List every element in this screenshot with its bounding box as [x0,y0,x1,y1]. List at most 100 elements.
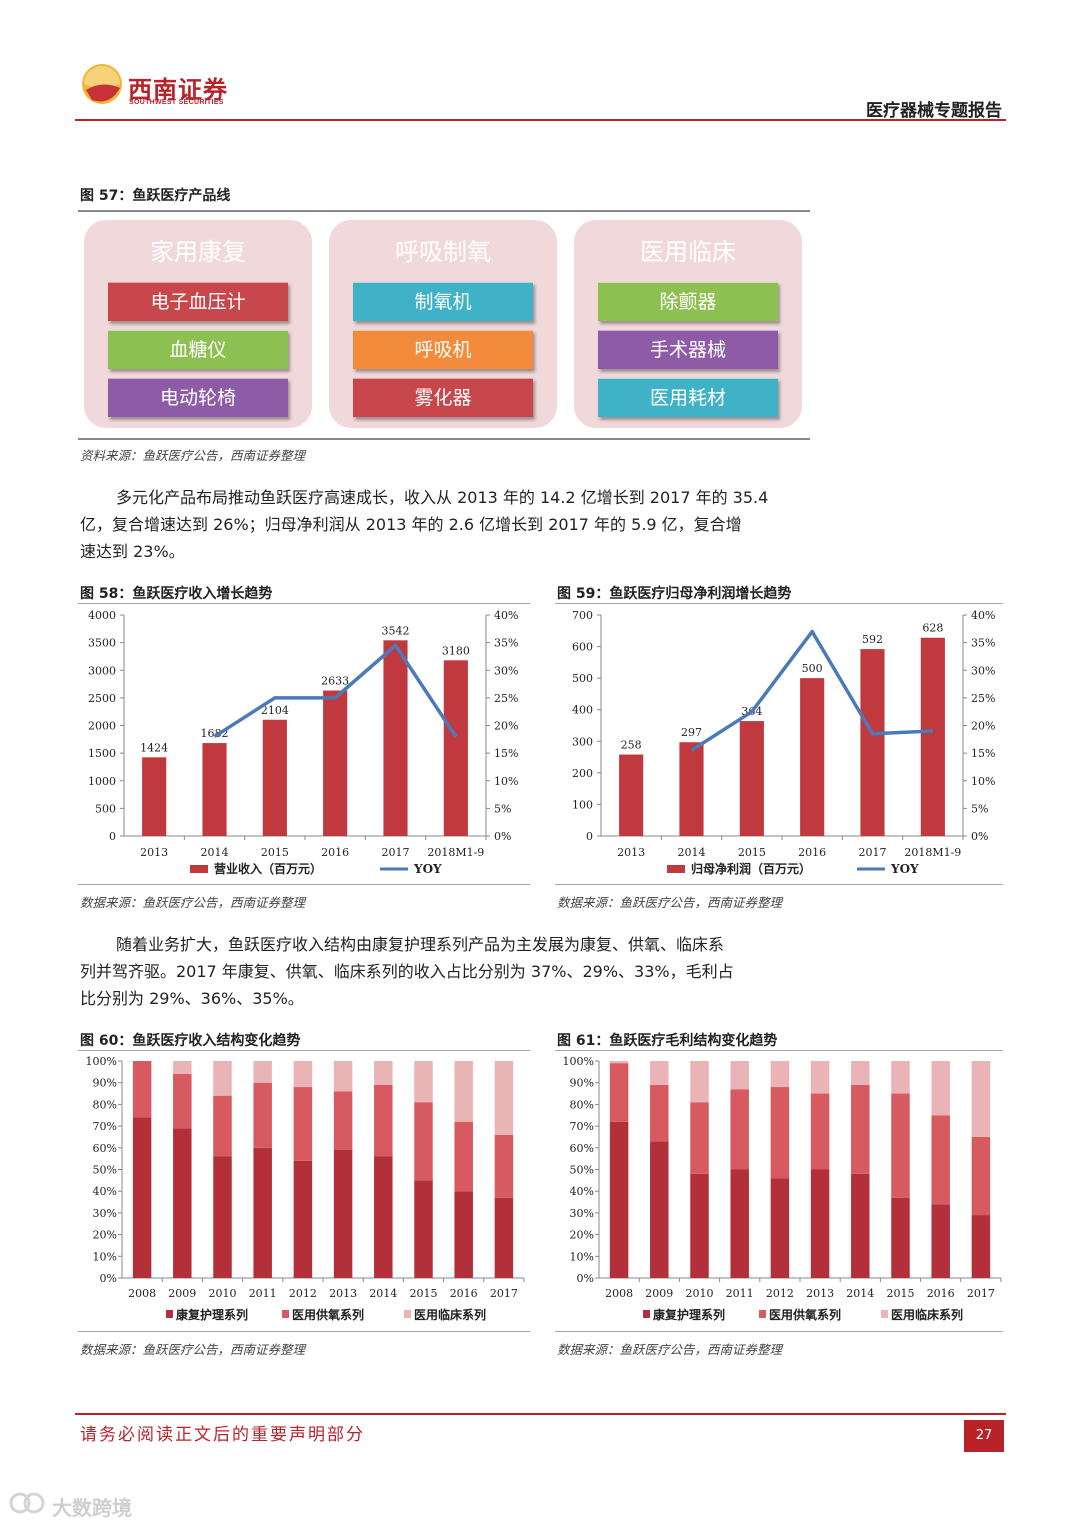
legend-swatch [643,1310,650,1318]
y2-tick-label: 30% [494,664,518,677]
product-item: 电动轮椅 [108,378,288,417]
data-label: 628 [922,622,943,635]
stack-segment [173,1061,192,1075]
stack-segment [333,1091,353,1150]
legend-swatch [282,1310,289,1318]
bar [262,719,287,836]
data-label: 3180 [442,644,470,657]
legend-swatch [881,1310,888,1318]
stack-segment [293,1160,313,1278]
stack-segment [891,1093,910,1198]
y-tick-label: 100 [572,798,593,811]
y-tick-label: 40% [570,1185,594,1198]
legend-swatch [404,1310,411,1318]
y2-tick-label: 40% [971,609,995,622]
stack-segment [213,1061,232,1096]
bar [739,721,764,836]
fig60-top-rule [78,1050,530,1051]
y-tick-label: 2500 [88,692,116,705]
y-tick-label: 3000 [88,664,116,677]
fig59-top-rule [555,603,1003,604]
product-item: 血糖仪 [108,330,288,369]
y-tick-label: 70% [93,1120,117,1133]
stack-segment [931,1061,950,1116]
x-tick-label: 2012 [766,1287,794,1300]
fig59-title: 图 59：鱼跃医疗归母净利润增长趋势 [557,586,792,602]
y-tick-label: 0% [100,1272,117,1285]
x-tick-label: 2010 [209,1287,237,1300]
y-tick-label: 1000 [88,775,116,788]
legend-swatch-bar [190,865,208,873]
y-tick-label: 90% [93,1077,117,1090]
stack-segment [333,1061,353,1092]
x-tick-label: 2015 [887,1287,915,1300]
x-tick-label: 2018M1-9 [904,846,961,859]
x-tick-label: 2015 [410,1287,438,1300]
product-item: 手术器械 [598,330,778,369]
x-tick-label: 2017 [967,1287,995,1300]
x-tick-label: 2018M1-9 [427,846,484,859]
y2-tick-label: 35% [494,637,518,650]
logo-subtitle: SOUTHWEST SECURITIES [129,99,224,106]
data-label: 258 [621,739,642,752]
y2-tick-label: 20% [971,720,995,733]
x-tick-label: 2013 [329,1287,357,1300]
y-tick-label: 200 [572,767,593,780]
fig61-title: 图 61：鱼跃医疗毛利结构变化趋势 [557,1033,778,1049]
stack-segment [173,1128,192,1278]
watermark-icon [9,1492,45,1514]
data-label: 1424 [140,741,168,754]
legend-label: YOY [413,862,442,876]
company-logo-icon [82,64,122,104]
stack-segment [374,1084,393,1157]
product-panel-title: 呼吸制氧 [395,238,491,266]
yoy-line [690,629,933,752]
x-tick-label: 2013 [617,846,645,859]
x-tick-label: 2010 [686,1287,714,1300]
fig60-source: 数据来源：鱼跃医疗公告，西南证券整理 [80,1342,306,1357]
stack-segment [333,1149,353,1278]
paragraph-line: 列并驾齐驱。2017 年康复、供氧、临床系列的收入占比分别为 37%、29%、3… [80,962,734,981]
stack-segment [132,1117,152,1278]
legend-swatch [759,1310,766,1318]
stack-segment [293,1087,313,1161]
stack-segment [730,1061,749,1090]
y-tick-label: 10% [93,1250,117,1263]
stack-segment [293,1061,313,1088]
paragraph-growth: 多元化产品布局推动鱼跃医疗高速成长，收入从 2013 年的 14.2 亿增长到 … [80,484,810,565]
y-tick-label: 500 [95,802,116,815]
legend-swatch-bar [667,865,685,873]
page-number: 27 [964,1420,1004,1452]
data-label: 297 [681,726,702,739]
y2-tick-label: 30% [971,664,995,677]
stack-segment [609,1121,629,1278]
data-label: 500 [802,662,823,675]
bar [142,757,167,836]
data-label: 3542 [382,624,410,637]
stack-segment [454,1061,473,1122]
stack-segment [690,1102,709,1174]
y-tick-label: 20% [570,1229,594,1242]
stack-segment [454,1121,473,1192]
y-tick-label: 10% [570,1250,594,1263]
stack-segment [213,1095,232,1157]
stack-segment [253,1147,272,1278]
report-title: 医疗器械专题报告 [866,101,1002,121]
fig60-bottom-rule [78,1331,530,1332]
stack-segment [770,1178,790,1278]
y2-tick-label: 10% [494,775,518,788]
x-tick-label: 2016 [927,1287,955,1300]
fig57-title: 图 57：鱼跃医疗产品线 [80,188,231,204]
fig59-bottom-rule [555,884,1003,885]
y-tick-label: 40% [93,1185,117,1198]
product-item: 雾化器 [353,378,533,417]
stack-segment [132,1061,152,1118]
y-tick-label: 60% [93,1142,117,1155]
product-item: 制氧机 [353,282,533,321]
x-tick-label: 2008 [128,1287,156,1300]
y2-tick-label: 20% [494,720,518,733]
fig58-bottom-rule [78,884,530,885]
stack-segment [609,1061,629,1064]
y-tick-label: 20% [93,1229,117,1242]
x-tick-label: 2011 [249,1287,277,1300]
